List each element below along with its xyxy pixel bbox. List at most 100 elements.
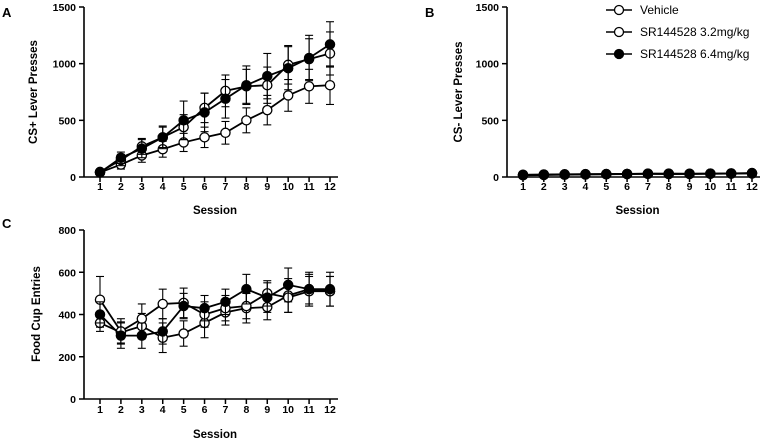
panel-b-y-tick-label: 0 [493,172,499,184]
panel-c-x-tick-label: 10 [282,404,294,416]
panel-c-data-point [241,283,252,295]
panel-b-series-3 [517,168,758,181]
panel-a-data-point [94,167,106,178]
panel-c-series-3 [94,267,336,349]
panel-a-data-point [178,115,189,126]
panel-c-data-point [178,328,189,339]
panel-b-data-point [517,170,529,181]
panel-a-series-3 [94,21,336,178]
panel-a-x-tick-label: 10 [282,181,294,193]
panel-a-data-point [324,39,336,50]
panel-a-series-line [99,52,331,173]
panel-a-x-axis-title: Session [193,205,237,217]
panel-c-data-point [136,313,148,324]
panel-b-x-tick-label: 1 [520,181,526,193]
legend-entry-vehicle: Vehicle [606,3,679,17]
legend-label-vehicle: Vehicle [640,3,679,17]
panel-b-y-axis-title: CS- Lever Presses [453,41,465,142]
panel-a-data-point [324,79,336,91]
panel-c-x-tick-label: 6 [202,404,208,416]
panel-a-x-tick-label: 5 [181,181,187,193]
panel-a-x-tick-label: 6 [202,181,208,193]
panel-c-x-tick-label: 4 [160,404,166,416]
panel-a-x-tick-label: 11 [304,181,315,193]
panel-a-y-tick-label: 1000 [53,59,77,71]
panel-c-data-point [94,309,106,320]
panel-c-y-tick-label: 400 [58,310,76,322]
legend: Vehicle SR144528 3.2mg/kg SR144528 6.4mg… [606,3,749,61]
panel-b-data-point [746,168,758,179]
panel-a-x-tick-label: 1 [97,181,103,193]
panel-b-data-point [580,169,591,180]
panel-a-x-tick-label: 9 [264,181,270,193]
panel-c-x-tick-label: 9 [264,404,270,416]
panel-c-data-point [178,300,189,312]
panel-a-data-point [282,90,294,101]
panel-b-x-tick-label: 9 [687,181,693,193]
panel-c-data-point [303,283,315,295]
panel-b-x-tick-label: 5 [603,181,609,193]
legend-label-sr-6-4: SR144528 6.4mg/kg [640,47,749,61]
legend-entry-sr-3-2: SR144528 3.2mg/kg [606,25,749,39]
panel-a-series-2 [94,31,336,178]
panel-b-x-tick-label: 2 [541,181,547,193]
panel-a-data-point [220,93,231,105]
panel-b-x-axis-title: Session [615,205,659,217]
legend-entry-sr-6-4: SR144528 6.4mg/kg [606,47,749,61]
panel-a-data-point [241,79,252,91]
legend-marker-sr-6-4 [613,48,625,60]
panel-b-data-point [559,169,570,180]
panel-c-data-point [220,296,231,308]
panel-c-y-tick-label: 0 [70,394,76,406]
panel-a-x-tick-label: 4 [160,181,166,193]
panel-c-data-point [115,330,127,341]
panel-a-data-point [220,127,231,139]
legend-marker-vehicle [613,4,625,16]
panel-b-data-point [642,168,654,180]
panel-c-x-tick-label: 11 [304,404,315,416]
panel-a-data-point [136,143,148,154]
legend-marker-sr-3-2 [613,26,625,38]
panel-a-data-point [303,81,315,92]
panel-c-y-tick-label: 200 [58,352,76,364]
panel-c-y-tick-label: 800 [58,225,76,237]
panel-a-x-tick-label: 7 [223,181,229,193]
panel-c-y-axis-title: Food Cup Entries [31,266,43,362]
panel-b-x-tick-label: 11 [726,181,737,193]
panel-c-series-line [99,288,331,339]
panel-c-x-tick-label: 1 [97,404,103,416]
panel-b-data-point [684,168,695,180]
panel-b-y-tick-label: 1000 [476,59,500,71]
panel-a-y-tick-label: 0 [70,172,76,184]
panel-a-data-point [157,132,168,143]
panel-b-x-tick-label: 3 [562,181,568,193]
panel-b-y-tick-label: 1500 [476,2,500,14]
panel-c-data-point [199,302,210,314]
panel-c-series-1 [94,273,336,354]
panel-b-x-tick-label: 8 [666,181,672,193]
panel-a-data-point [115,152,127,163]
panel-b-y-tick-label: 500 [481,115,499,127]
panel-c-data-point [262,292,273,303]
legend-label-sr-3-2: SR144528 3.2mg/kg [640,25,749,39]
panel-a-series-1 [94,65,336,178]
panel-a-x-tick-label: 8 [243,181,249,193]
panel-b-x-tick-label: 7 [645,181,651,193]
panel-c-x-axis-title: Session [193,429,237,441]
panel-a-y-tick-label: 1500 [53,2,77,14]
panel-a-x-tick-label: 2 [118,181,124,193]
panel-c-x-tick-label: 12 [324,404,336,416]
panel-b-data-point [705,168,716,180]
panel-a-data-point [262,70,273,82]
panel-c-x-tick-label: 5 [181,404,187,416]
panel-c-x-tick-label: 8 [243,404,249,416]
panel-a-data-point [241,115,252,126]
panel-a-letter: A [2,5,12,20]
panel-a-y-axis-title: CS+ Lever Presses [28,40,40,144]
panel-b-data-point [621,168,633,180]
panel-c-series-line [99,290,330,333]
